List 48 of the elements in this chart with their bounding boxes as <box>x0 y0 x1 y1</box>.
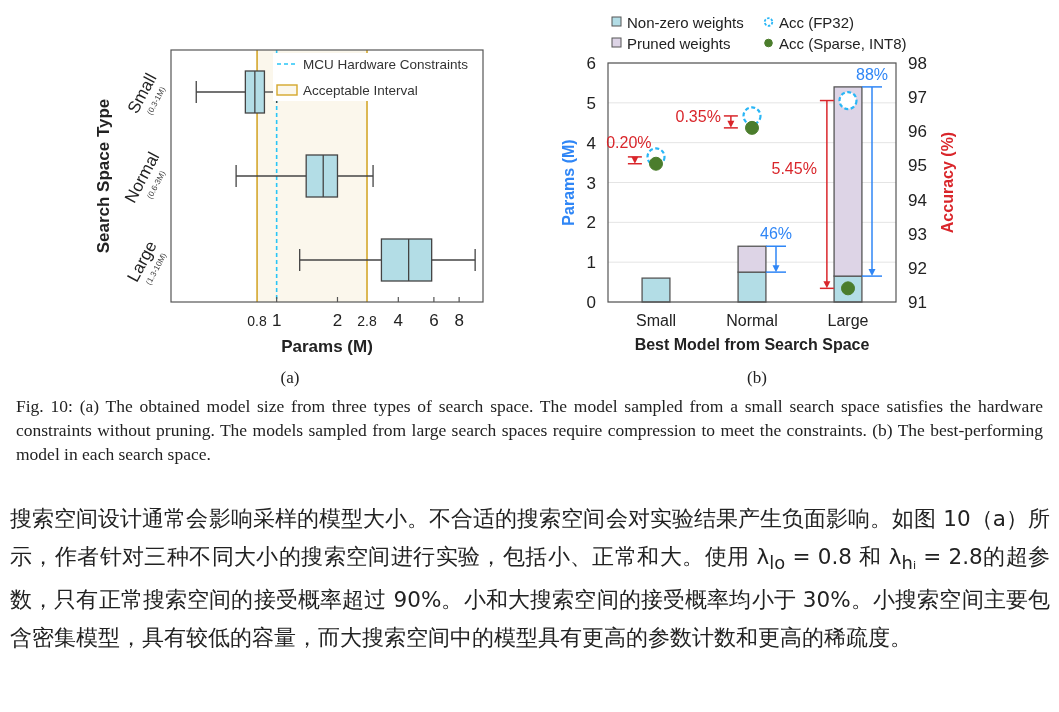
x-tick-label: 1 <box>271 311 282 330</box>
y2-tick-label: 94 <box>908 190 927 210</box>
y2-tick-label: 91 <box>908 293 927 312</box>
y-tick-label: 4 <box>586 133 596 153</box>
legend-label: Acc (Sparse, INT8) <box>779 34 907 52</box>
x-tick-label: 4 <box>393 311 404 330</box>
point <box>649 156 663 171</box>
annotation: 0.35% <box>675 107 721 125</box>
x-tick-label: 2.8 <box>357 313 377 329</box>
point <box>838 90 858 111</box>
text: (a) <box>280 368 300 387</box>
x-tick-label: 2 <box>332 311 343 330</box>
ref-line-label: MCU Hardware Constraints <box>303 57 469 72</box>
band-label: Acceptable Interval <box>303 83 418 98</box>
x-axis-title: Params (M) <box>281 337 373 356</box>
annotation: 88% <box>855 65 889 83</box>
y2-tick-label: 97 <box>908 88 927 108</box>
y-tick-label: 3 <box>586 173 596 193</box>
y-tick-label: 5 <box>586 93 596 113</box>
y2-tick-label: 96 <box>908 122 927 142</box>
point <box>745 120 759 135</box>
y-tick-label: 1 <box>586 253 596 273</box>
x-tick-label: 6 <box>429 311 439 330</box>
x-tick-label: Large <box>827 312 869 329</box>
x-tick-label: 0.8 <box>247 313 268 329</box>
y-axis-title: Params (M) <box>560 139 577 226</box>
x-tick-label: Small <box>635 312 677 329</box>
legend-label: Non-zero weights <box>627 13 744 31</box>
y-tick-label: 0 <box>586 293 596 312</box>
y2-axis-title: Accuracy (%) <box>939 131 956 234</box>
x-tick-label: 8 <box>454 311 464 330</box>
y-tick-label: 6 <box>586 54 596 73</box>
y2-tick-label: 92 <box>908 258 927 278</box>
annotation: 0.20% <box>606 133 652 151</box>
legend-label: Pruned weights <box>627 34 731 52</box>
y-axis-title: Search Space Type <box>94 98 113 254</box>
x-tick-label: Normal <box>726 312 778 329</box>
y-tick-label: 2 <box>586 213 596 233</box>
y2-tick-label: 95 <box>908 156 927 176</box>
caption: Fig. 10: (a) The obtained model size from three types of search space. The model sampled from a small search space satisfies the hardware constraints without pruning. The models sampled from large search spaces require compression to meet the constraints. (b) The best-performing model in each search space. <box>16 395 1043 466</box>
text: (b) <box>747 368 767 387</box>
y2-tick-label: 93 <box>908 224 927 244</box>
y2-tick-label: 98 <box>908 54 927 73</box>
annotation: 46% <box>759 225 793 243</box>
annotation: 5.45% <box>771 160 817 178</box>
text: 搜索空间设计通常会影响采样的模型大小。不合适的搜索空间会对实验结果产生负面影响。如图 10（a）所示，作者针对三种不同大小的搜索空间进行实验，包括小、正常和大。使用 λ$_{lo}$ = 0.8 和 λ$_{hᵢ}$ = 2.8的超参数，只有正常搜索空间的接受概率超过 90%。小和大搜索空间的接受概率均小于 30%。小搜索空间主要包含密集模型，具有较低的容量，而大搜索空间中的模型具有更高的参数计数和更高的稀疏度。 <box>10 505 1050 652</box>
x-axis-title: Best Model from Search Space <box>634 336 870 353</box>
legend-label: Acc (FP32) <box>779 13 855 31</box>
